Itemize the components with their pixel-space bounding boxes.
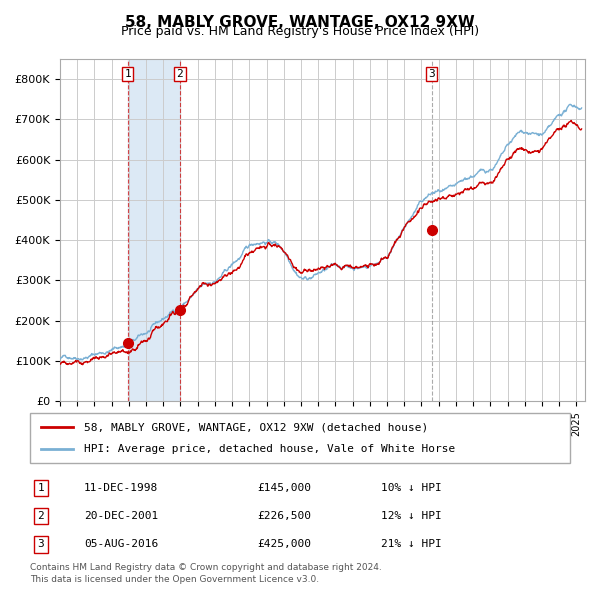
Text: 05-AUG-2016: 05-AUG-2016 xyxy=(84,539,158,549)
Text: 10% ↓ HPI: 10% ↓ HPI xyxy=(381,483,442,493)
Text: 11-DEC-1998: 11-DEC-1998 xyxy=(84,483,158,493)
Text: 3: 3 xyxy=(428,69,435,79)
Text: 3: 3 xyxy=(37,539,44,549)
Text: Contains HM Land Registry data © Crown copyright and database right 2024.: Contains HM Land Registry data © Crown c… xyxy=(30,563,382,572)
Text: Price paid vs. HM Land Registry's House Price Index (HPI): Price paid vs. HM Land Registry's House … xyxy=(121,25,479,38)
Text: 2: 2 xyxy=(37,511,44,521)
Text: 20-DEC-2001: 20-DEC-2001 xyxy=(84,511,158,521)
Text: 21% ↓ HPI: 21% ↓ HPI xyxy=(381,539,442,549)
Bar xyxy=(128,59,180,401)
Text: £226,500: £226,500 xyxy=(257,511,311,521)
Text: 1: 1 xyxy=(37,483,44,493)
Text: HPI: Average price, detached house, Vale of White Horse: HPI: Average price, detached house, Vale… xyxy=(84,444,455,454)
Text: 58, MABLY GROVE, WANTAGE, OX12 9XW: 58, MABLY GROVE, WANTAGE, OX12 9XW xyxy=(125,15,475,30)
Text: 58, MABLY GROVE, WANTAGE, OX12 9XW (detached house): 58, MABLY GROVE, WANTAGE, OX12 9XW (deta… xyxy=(84,422,428,432)
FancyBboxPatch shape xyxy=(30,413,570,463)
Text: 1: 1 xyxy=(124,69,131,79)
Text: This data is licensed under the Open Government Licence v3.0.: This data is licensed under the Open Gov… xyxy=(30,575,319,584)
Text: £145,000: £145,000 xyxy=(257,483,311,493)
Text: 12% ↓ HPI: 12% ↓ HPI xyxy=(381,511,442,521)
Text: 2: 2 xyxy=(176,69,184,79)
Text: £425,000: £425,000 xyxy=(257,539,311,549)
